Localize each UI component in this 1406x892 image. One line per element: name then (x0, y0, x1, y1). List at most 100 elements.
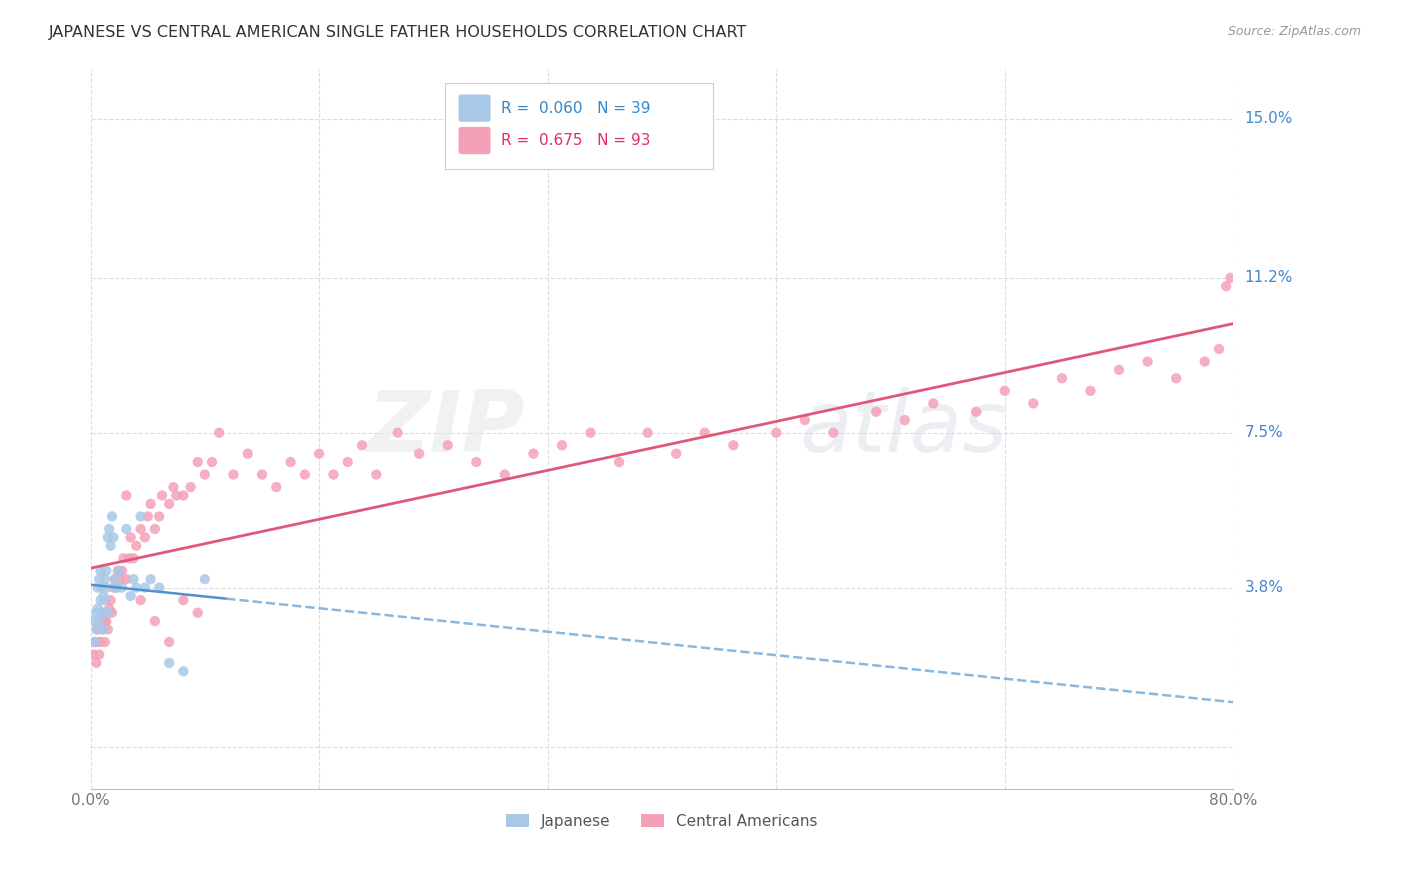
Point (86, 656, 108, 670)
Point (104, 572, 127, 586)
Point (94, 572, 117, 586)
Point (208, 425, 231, 440)
Point (201, 455, 224, 469)
Point (1194, 354, 1216, 368)
Point (93, 623, 115, 637)
Point (82, 614, 104, 628)
Text: R =  0.060   N = 39: R = 0.060 N = 39 (501, 101, 651, 116)
Point (118, 551, 141, 566)
Point (793, 413, 815, 427)
Point (129, 522, 152, 536)
Point (1022, 396, 1045, 410)
Point (579, 425, 602, 440)
Point (90, 564, 112, 578)
Point (101, 606, 124, 620)
Point (120, 530, 142, 544)
Text: ZIP: ZIP (367, 387, 524, 470)
Point (115, 572, 138, 586)
Point (143, 614, 166, 628)
Point (823, 425, 845, 440)
Point (83, 635, 105, 649)
Point (115, 522, 138, 536)
Point (91, 623, 114, 637)
Point (172, 665, 194, 679)
Point (723, 438, 745, 452)
Legend: Japanese, Central Americans: Japanese, Central Americans (501, 807, 824, 835)
Point (94, 635, 117, 649)
Point (129, 509, 152, 524)
Point (157, 635, 180, 649)
Point (89, 648, 111, 662)
Text: R =  0.675   N = 93: R = 0.675 N = 93 (501, 133, 651, 148)
Point (120, 589, 142, 603)
Point (551, 438, 574, 452)
Point (129, 593, 152, 607)
Point (1050, 371, 1073, 385)
Point (90, 614, 112, 628)
Point (607, 455, 630, 469)
Point (1136, 354, 1159, 368)
Point (100, 539, 122, 553)
FancyBboxPatch shape (458, 95, 491, 122)
Point (965, 405, 987, 419)
Point (105, 581, 128, 595)
Point (83, 635, 105, 649)
Point (111, 564, 134, 578)
Point (665, 447, 688, 461)
Point (125, 539, 148, 553)
Point (108, 572, 131, 586)
Point (250, 467, 273, 482)
Point (1166, 371, 1188, 385)
Point (90, 635, 112, 649)
Point (387, 425, 409, 440)
Point (172, 593, 194, 607)
Point (96, 564, 118, 578)
Point (194, 467, 217, 482)
Point (294, 467, 316, 482)
Point (865, 405, 887, 419)
Point (93, 589, 115, 603)
Point (90, 593, 112, 607)
FancyBboxPatch shape (444, 83, 713, 169)
Point (350, 438, 373, 452)
Point (89, 614, 111, 628)
Point (157, 497, 180, 511)
Text: JAPANESE VS CENTRAL AMERICAN SINGLE FATHER HOUSEHOLDS CORRELATION CHART: JAPANESE VS CENTRAL AMERICAN SINGLE FATH… (49, 25, 748, 40)
Text: 3.8%: 3.8% (1244, 580, 1284, 595)
Point (266, 480, 288, 494)
Point (87, 581, 110, 595)
Point (280, 455, 302, 469)
Point (98, 522, 121, 536)
Point (134, 581, 156, 595)
Point (922, 396, 945, 410)
Point (187, 606, 209, 620)
Point (162, 480, 184, 494)
Text: 15.0%: 15.0% (1244, 112, 1294, 127)
Point (172, 488, 194, 502)
Point (96, 614, 118, 628)
Point (322, 467, 344, 482)
Point (180, 480, 202, 494)
Point (97, 530, 120, 544)
Point (87, 623, 110, 637)
Point (108, 564, 131, 578)
Point (94, 593, 117, 607)
Point (100, 593, 122, 607)
Point (436, 438, 458, 452)
Point (148, 509, 170, 524)
Point (194, 572, 217, 586)
Point (1108, 363, 1130, 377)
Point (101, 509, 124, 524)
Point (115, 488, 138, 502)
Point (994, 384, 1017, 398)
Point (187, 455, 209, 469)
Point (103, 581, 125, 595)
Point (366, 467, 388, 482)
Point (765, 425, 787, 440)
Point (105, 581, 128, 595)
Point (112, 551, 135, 566)
Point (87, 635, 110, 649)
Point (122, 572, 145, 586)
Text: 11.2%: 11.2% (1244, 270, 1294, 285)
Point (236, 447, 259, 461)
